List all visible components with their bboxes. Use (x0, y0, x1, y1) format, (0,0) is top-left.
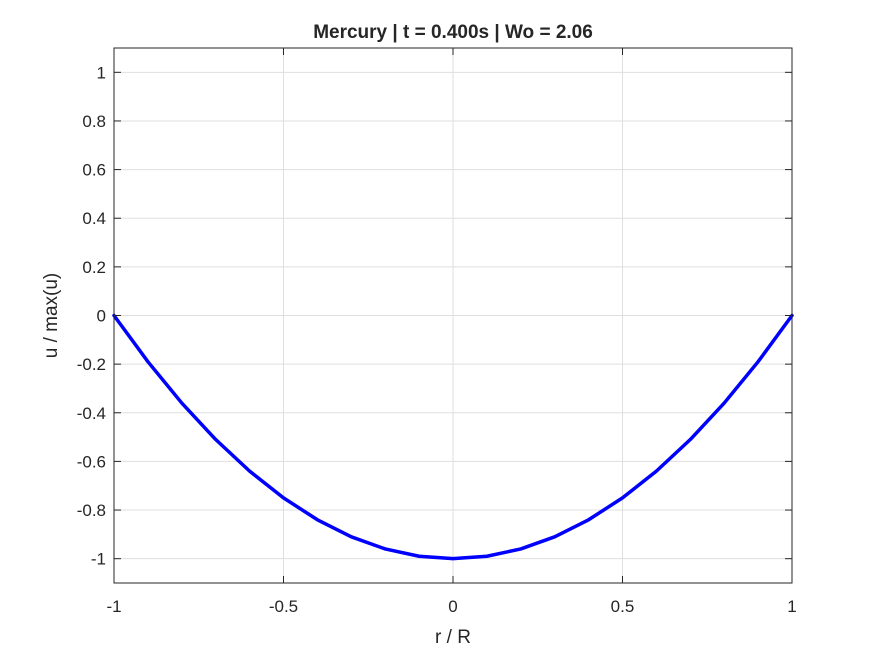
x-tick-label: -1 (106, 597, 121, 616)
y-tick-label: 0.8 (82, 112, 106, 131)
y-tick-label: 0.4 (82, 209, 106, 228)
y-tick-label: 1 (97, 63, 106, 82)
series-line (112, 313, 794, 561)
chart-title: Mercury | t = 0.400s | Wo = 2.06 (313, 22, 593, 43)
y-tick-label: 0 (97, 307, 106, 326)
x-tick-label: 0.5 (611, 597, 635, 616)
y-tick-label: -0.6 (77, 452, 106, 471)
x-axis-label: r / R (435, 627, 471, 648)
x-tick-label: 1 (787, 597, 796, 616)
y-tick-label: -1 (91, 550, 106, 569)
tick-labels: -1 -0.5 0 0.5 1 -1 -0.8 -0.6 -0.4 -0.2 0 0.2 0.4 0.6 0… (77, 63, 797, 616)
y-tick-label: -0.4 (77, 404, 106, 423)
y-tick-label: 0.6 (82, 161, 106, 180)
x-tick-label: 0 (448, 597, 457, 616)
y-axis-label: u / max(u) (41, 273, 62, 359)
x-tick-label: -0.5 (269, 597, 298, 616)
y-tick-label: -0.8 (77, 501, 106, 520)
tick-marks (113, 48, 793, 583)
y-tick-label: -0.2 (77, 355, 106, 374)
y-tick-label: 0.2 (82, 258, 106, 277)
series-layer (112, 313, 794, 561)
